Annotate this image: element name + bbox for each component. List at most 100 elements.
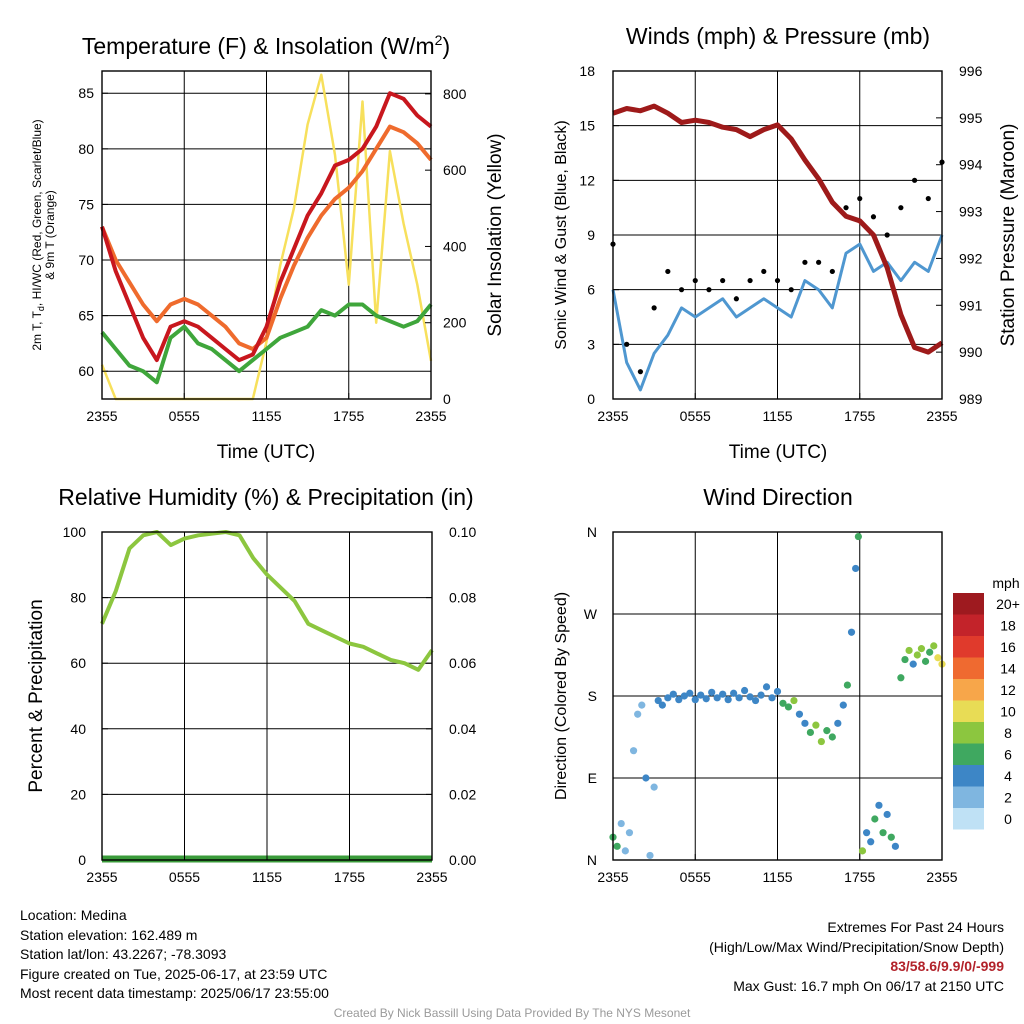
legend-label: 16	[1000, 639, 1016, 655]
station-info: Location: Medina Station elevation: 162.…	[20, 906, 329, 1004]
direction-title: Wind Direction	[703, 484, 853, 510]
y-tick-label-right: 0.00	[449, 852, 476, 868]
gust-point	[816, 259, 822, 265]
direction-point	[713, 694, 721, 702]
direction-point	[934, 654, 942, 662]
direction-series	[609, 532, 946, 860]
x-tick-label: 2355	[86, 869, 117, 885]
legend-title: mph	[992, 575, 1019, 591]
y-tick-label-right: 600	[443, 162, 467, 178]
direction-point	[795, 710, 804, 718]
y-tick-label-right: 0.02	[449, 786, 476, 802]
y-tick-label-right: 990	[959, 344, 983, 360]
location-text: Location: Medina	[20, 907, 127, 923]
direction-point	[834, 719, 842, 727]
gust-point	[857, 195, 863, 202]
gust-point	[788, 287, 794, 293]
winds-series	[610, 103, 945, 392]
y-tick-label-left: 0	[78, 852, 86, 868]
y-tick-label-right: 0.08	[449, 590, 476, 606]
direction-point	[741, 686, 749, 695]
direction-ylabel-left: Direction (Colored By Speed)	[553, 592, 570, 800]
direction-point	[843, 681, 852, 689]
direction-point	[917, 645, 926, 653]
direction-point	[625, 829, 634, 837]
gust-point	[665, 268, 671, 275]
direction-point	[905, 646, 913, 655]
x-tick-label: 2355	[926, 869, 957, 885]
direction-point	[930, 642, 938, 650]
gust-point	[898, 205, 904, 211]
y-tick-label-right: 989	[959, 391, 983, 407]
direction-grid	[613, 532, 942, 860]
temperature-title: Temperature (F) & Insolation (W/m2)	[82, 32, 450, 59]
direction-point	[708, 688, 716, 696]
x-tick-label: 2355	[415, 408, 446, 424]
series-line-station-pressure	[612, 103, 944, 355]
direction-point	[629, 747, 638, 755]
legend-label: 14	[1000, 660, 1016, 676]
direction-point	[858, 847, 867, 855]
legend-swatch	[953, 765, 984, 787]
gust-point	[720, 277, 726, 284]
svg-text:& 9m T (Orange): & 9m T (Orange)	[43, 190, 57, 280]
extremes-values: 83/58.6/9.9/0/-999	[890, 958, 1004, 974]
legend-swatch	[953, 593, 984, 615]
y-tick-label-left: 15	[579, 118, 595, 134]
x-tick-label: 2355	[416, 869, 447, 885]
y-tick-label-left: 9	[587, 227, 595, 243]
y-tick-label-left: 85	[78, 85, 94, 101]
direction-point	[897, 674, 905, 682]
gust-point	[624, 341, 630, 347]
legend-swatch	[953, 743, 984, 765]
y-tick-label-right: 995	[959, 110, 983, 126]
direction-point	[828, 733, 836, 741]
max-gust-text: Max Gust: 16.7 mph On 06/17 at 2150 UTC	[733, 977, 1004, 994]
humidity-ticks: 0 20 40 60 80 100 0.00 0.02 0.04 0.06 0.08 0.10 2355…	[63, 524, 477, 885]
gust-point	[747, 277, 753, 284]
gust-point	[692, 277, 698, 284]
winds-xlabel: Time (UTC)	[729, 442, 828, 463]
direction-point	[883, 810, 891, 819]
temperature-ticks: 60 65 70 75 80 85 0 200 400 600 800 2355 0555 1155 175…	[78, 85, 466, 424]
gust-point	[884, 232, 890, 238]
winds-ylabel-right: Station Pressure (Maroon)	[998, 124, 1019, 347]
temperature-panel: Temperature (F) & Insolation (W/m2) 60 65…	[30, 32, 506, 463]
y-tick-label-right: 0.06	[449, 655, 476, 671]
y-tick-label-left: 0	[587, 391, 595, 407]
direction-point	[621, 847, 629, 855]
legend-swatch	[953, 808, 984, 830]
direction-point	[719, 690, 727, 698]
y-tick-label-right: 0.10	[449, 524, 476, 540]
direction-point	[867, 838, 875, 846]
y-tick-label-right: 991	[959, 297, 983, 313]
direction-point	[751, 696, 760, 705]
direction-point	[768, 694, 776, 702]
direction-point	[817, 737, 825, 746]
direction-point	[642, 774, 650, 782]
x-tick-label: 1755	[844, 869, 875, 885]
direction-point	[839, 701, 847, 709]
x-tick-label: 1155	[251, 408, 281, 424]
series-line-td	[100, 302, 433, 385]
svg-text:2m T, Td, HI/WC (Red, Green, S: 2m T, Td, HI/WC (Red, Green, Scarlet/Blu…	[30, 119, 46, 350]
direction-point	[658, 701, 666, 709]
direction-point	[773, 687, 782, 696]
gust-point	[678, 287, 685, 293]
y-tick-label-right: 800	[443, 86, 467, 102]
winds-panel: Winds (mph) & Pressure (mb) 0 3 6 9 12 15 18 98…	[553, 23, 1019, 463]
gust-point	[925, 195, 931, 202]
direction-point	[613, 842, 621, 850]
humidity-title: Relative Humidity (%) & Precipitation (i…	[58, 484, 473, 510]
y-tick-label-left: N	[587, 524, 597, 540]
legend-label: 10	[1000, 703, 1016, 719]
latlon-text: Station lat/lon: 43.2267; -78.3093	[20, 946, 227, 962]
winds-ylabel-left: Sonic Wind & Gust (Blue, Black)	[553, 120, 570, 349]
direction-point	[686, 689, 694, 697]
x-tick-label: 0555	[169, 408, 200, 424]
direction-point	[784, 703, 793, 711]
direction-point	[901, 655, 909, 664]
